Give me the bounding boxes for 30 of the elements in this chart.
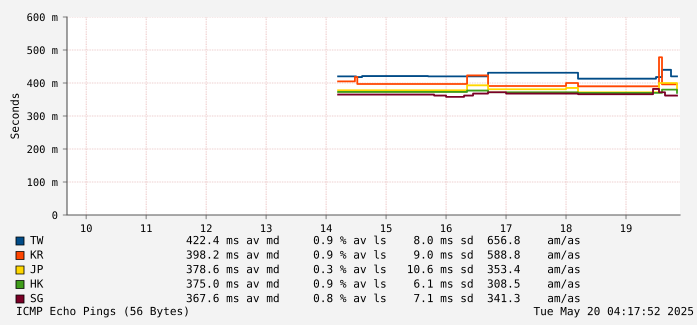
text: ICMP Echo Pings (56 Bytes) (17, 306, 188, 318)
y-tick-label: 200 m (27, 145, 58, 154)
legend-label: JP (30, 264, 43, 274)
text: 367.6 ms av md 0.8 % av ls 7.1 ms sd 341.3 am/as (186, 294, 580, 304)
text: Tue May 20 04:17:52 2025 (534, 306, 694, 318)
legend-label: TW (30, 236, 44, 244)
y-tick-label: 600 m (27, 13, 58, 22)
x-tick-label: 12 (201, 224, 212, 232)
y-tick-label: 100 m (28, 178, 58, 186)
y-axis-title: Seconds (10, 94, 19, 139)
y-tick-label: 400 m (27, 79, 58, 88)
x-tick-label: 17 (501, 224, 512, 232)
legend-label: KR (30, 250, 44, 259)
text: 422.4 ms av md 0.9 % av ls 8.0 ms sd 656.8 am/as (186, 236, 580, 246)
text: 378.6 ms av md 0.3 % av ls 10.6 ms sd 353.4 am/as (186, 264, 580, 274)
y-tick-label: 300 m (27, 112, 58, 120)
x-tick-label: 18 (561, 224, 572, 232)
x-tick-label: 19 (621, 224, 632, 232)
x-tick-label: 11 (141, 224, 152, 232)
x-tick-label: 16 (441, 224, 452, 232)
x-tick-label: 14 (321, 224, 332, 232)
text: 375.0 ms av md 0.9 % av ls 6.1 ms sd 308.5 am/as (186, 279, 580, 289)
legend-label: SG (30, 294, 43, 302)
text: 398.2 ms av md 0.9 % av ls 9.0 ms sd 588.8 am/as (186, 250, 580, 260)
y-tick-label: 500 m (27, 46, 58, 54)
y-tick-label: 0 (52, 211, 58, 220)
x-tick-label: 15 (381, 224, 392, 232)
legend-label: HK (30, 279, 44, 288)
x-tick-label: 13 (261, 224, 272, 232)
x-tick-label: 10 (81, 224, 92, 232)
